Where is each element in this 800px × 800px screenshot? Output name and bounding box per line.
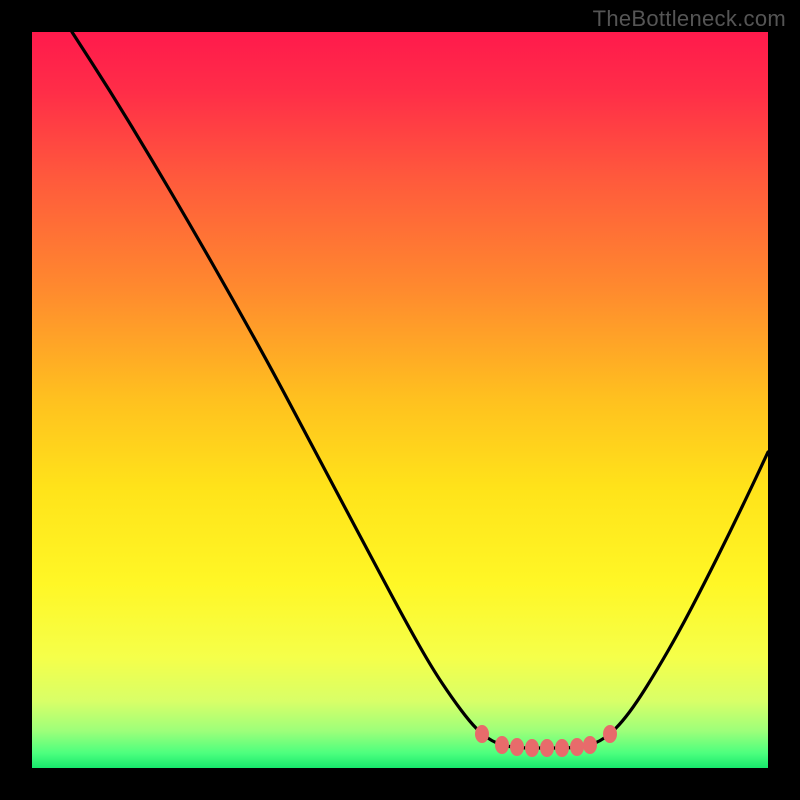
plot-area [32,32,768,768]
chart-container: TheBottleneck.com [0,0,800,800]
bottleneck-markers [32,32,768,768]
watermark-text: TheBottleneck.com [593,6,786,32]
